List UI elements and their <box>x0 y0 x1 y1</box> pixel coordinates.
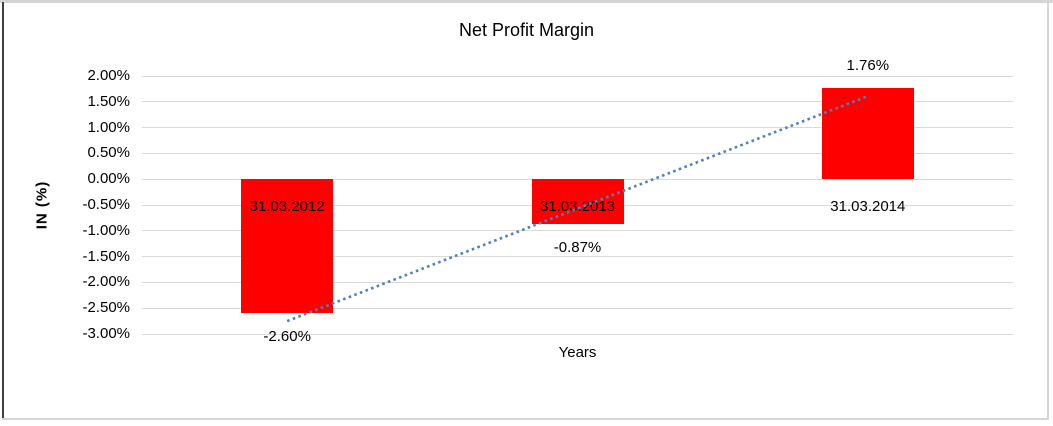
y-tick-label: 1.00% <box>87 118 130 136</box>
value-label: 1.76% <box>846 57 890 75</box>
y-tick-label: -2.50% <box>82 299 130 317</box>
y-tick-label: 0.00% <box>87 170 130 188</box>
y-tick-label: 0.50% <box>87 144 130 162</box>
category-label: 31.03.2012 <box>249 198 325 216</box>
y-tick-label: -2.00% <box>82 273 130 291</box>
window-border-top <box>0 0 1053 3</box>
gridline <box>142 333 1013 335</box>
y-tick-label: -0.50% <box>82 196 130 213</box>
y-tick-label: -1.50% <box>82 247 130 265</box>
y-tick-label: -1.00% <box>82 221 130 239</box>
y-tick-label: -3.00% <box>82 325 130 342</box>
window-border-right <box>1047 2 1049 420</box>
category-label: 31.03.2013 <box>539 198 616 216</box>
window-border-bottom <box>2 418 1049 420</box>
chart-title: Net Profit Margin <box>458 20 595 40</box>
gridline <box>142 75 1013 77</box>
y-tick-label: 1.50% <box>87 92 130 110</box>
x-axis-title: Years <box>558 344 597 361</box>
y-tick-label: 2.00% <box>87 67 130 84</box>
category-label: 31.03.2014 <box>830 198 906 216</box>
window-border-left <box>2 2 4 419</box>
bar-31.03.2014[interactable] <box>821 88 914 180</box>
value-label: -0.87% <box>553 239 602 257</box>
value-label: -2.60% <box>263 328 311 346</box>
